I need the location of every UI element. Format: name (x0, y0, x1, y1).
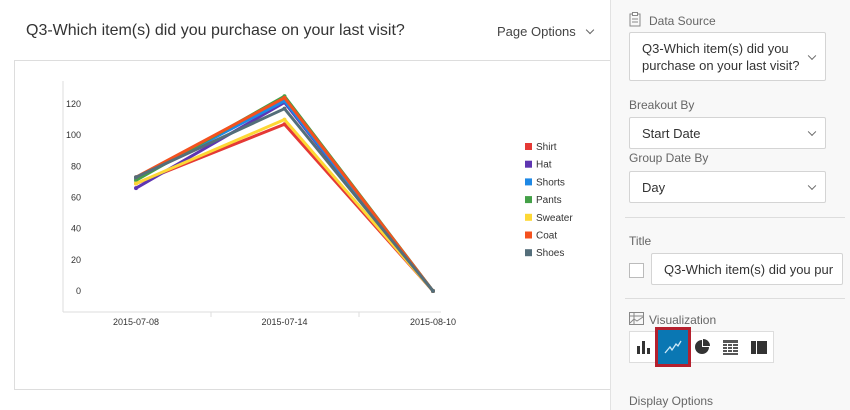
visualization-picker (629, 327, 774, 367)
bar-chart-icon (637, 341, 651, 354)
data-source-select[interactable]: Q3-Which item(s) did you purchase on you… (629, 32, 826, 81)
group-date-value: Day (642, 179, 666, 195)
series-line-sweater (135, 117, 435, 292)
line-chart: 0 20 40 60 80 100 120 2015-07-08 2015-07-14 2015-… (62, 81, 573, 327)
page-options-button[interactable]: Page Options (497, 24, 595, 39)
visualization-icon (629, 312, 644, 325)
settings-panel: Data Source Q3-Which item(s) did you pur… (610, 0, 850, 410)
line-chart-icon (664, 340, 682, 354)
y-tick-label: 0 (76, 286, 81, 296)
data-source-label: Data Source (649, 14, 716, 28)
series-line-shirt (135, 122, 435, 292)
y-tick-label: 80 (71, 161, 81, 171)
y-tick-label: 120 (66, 99, 81, 109)
data-point (134, 175, 138, 180)
series-line-shoes (135, 106, 435, 292)
data-point (134, 186, 138, 191)
legend-swatch (525, 196, 532, 204)
bar-chart-button[interactable] (630, 332, 658, 362)
chevron-down-icon (807, 127, 817, 137)
legend-swatch (525, 213, 532, 221)
display-options-label: Display Options (629, 394, 714, 408)
legend-swatch (525, 231, 532, 239)
stacked-bar-button[interactable] (745, 332, 773, 362)
group-date-select[interactable]: Day (629, 171, 826, 203)
page-title: Q3-Which item(s) did you purchase on you… (26, 22, 405, 39)
y-tick-label: 40 (71, 224, 81, 234)
line-chart-button[interactable] (655, 327, 691, 367)
series-line-shorts (135, 98, 435, 292)
data-point (134, 178, 138, 183)
title-input[interactable]: Q3-Which item(s) did you pur (651, 253, 843, 285)
chart-card: 0 20 40 60 80 100 120 2015-07-08 2015-07-14 2015-… (14, 60, 611, 390)
data-point (282, 122, 287, 127)
legend-label: Shorts (536, 177, 565, 188)
x-tick-label: 2015-07-14 (261, 317, 307, 327)
data-point (282, 95, 287, 100)
pie-chart-icon (695, 339, 710, 354)
legend-swatch (525, 160, 532, 168)
title-label: Title (629, 234, 652, 248)
data-point (134, 181, 138, 186)
legend-label: Shirt (536, 142, 557, 153)
table-button[interactable] (716, 332, 744, 362)
data-source-line2: purchase on your last visit? (642, 58, 800, 73)
table-icon (722, 339, 738, 355)
y-tick-label: 60 (71, 193, 81, 203)
legend-swatch (525, 249, 532, 257)
gauge-icon (750, 340, 767, 354)
legend-swatch (525, 178, 532, 186)
clipboard-icon (629, 12, 641, 27)
title-value: Q3-Which item(s) did you pur (664, 261, 834, 277)
data-source-line1: Q3-Which item(s) did you (642, 41, 789, 56)
legend-swatch (525, 143, 532, 150)
divider (625, 298, 845, 299)
group-date-label: Group Date By (629, 151, 709, 165)
y-tick-label: 20 (71, 255, 81, 265)
breakout-value: Start Date (642, 125, 701, 141)
legend-label: Pants (536, 195, 562, 206)
legend-label: Shoes (536, 248, 564, 259)
legend-label: Sweater (536, 213, 573, 224)
chevron-down-icon (807, 181, 817, 191)
page-options-label: Page Options (497, 24, 576, 39)
x-tick-label: 2015-07-08 (113, 317, 159, 327)
breakout-select[interactable]: Start Date (629, 117, 826, 149)
series-line-coat (135, 95, 435, 292)
pie-chart-button[interactable] (688, 332, 716, 362)
data-point (431, 289, 435, 293)
legend-label: Hat (536, 160, 552, 171)
y-tick-label: 100 (66, 130, 81, 140)
title-checkbox[interactable] (629, 263, 644, 278)
data-point (282, 117, 287, 122)
visualization-label: Visualization (649, 313, 717, 327)
legend-label: Coat (536, 231, 557, 242)
data-point (282, 106, 287, 111)
x-tick-label: 2015-08-10 (410, 317, 456, 327)
breakout-label: Breakout By (629, 98, 695, 112)
series-line-hat (135, 100, 435, 292)
divider (625, 217, 845, 218)
